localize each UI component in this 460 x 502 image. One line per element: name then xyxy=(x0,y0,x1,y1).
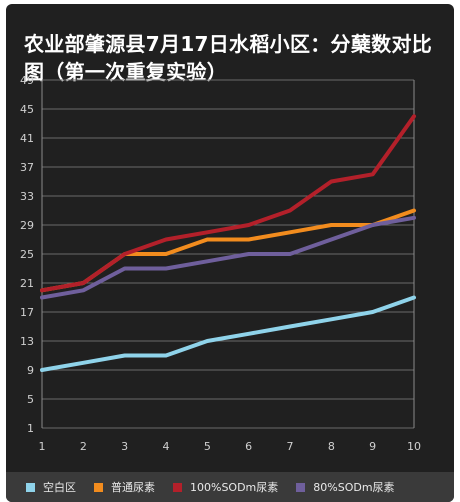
x-tick-label: 5 xyxy=(204,440,211,453)
x-tick-label: 4 xyxy=(163,440,170,453)
series-line-3 xyxy=(40,114,416,293)
legend-item-2: 普通尿素 xyxy=(94,479,155,495)
y-tick-label: 1 xyxy=(27,422,34,435)
legend-label: 空白区 xyxy=(43,481,76,494)
y-tick-label: 5 xyxy=(27,393,34,406)
grid-lines xyxy=(41,79,415,429)
y-tick-label: 45 xyxy=(20,103,34,116)
legend-swatch xyxy=(296,482,306,492)
x-tick-label: 3 xyxy=(121,440,128,453)
legend-swatch xyxy=(173,482,182,492)
y-axis-ticks: 1 5 9 13 17 21 25 29 33 37 41 45 49 xyxy=(20,74,34,435)
y-tick-label: 17 xyxy=(20,306,34,319)
x-axis-ticks: 1 2 3 4 5 6 7 8 9 10 xyxy=(39,440,422,453)
legend-item-1: 空白区 xyxy=(26,479,76,495)
x-tick-label: 1 xyxy=(39,440,46,453)
x-tick-label: 6 xyxy=(245,440,252,453)
series-line-1 xyxy=(40,295,416,372)
y-tick-label: 49 xyxy=(20,74,34,87)
legend-item-3: 100%SODm尿素 xyxy=(173,479,278,495)
chart-title: 农业部肇源县7月17日水稻小区：分蘖数对比图（第一次重复实验） xyxy=(24,32,433,84)
series-line-4 xyxy=(40,215,416,300)
x-tick-label: 2 xyxy=(80,440,87,453)
y-tick-label: 33 xyxy=(20,190,34,203)
x-tick-label: 8 xyxy=(328,440,335,453)
legend-label: 普通尿素 xyxy=(111,481,155,494)
y-tick-label: 21 xyxy=(20,277,34,290)
legend: 空白区 普通尿素 100%SODm尿素 80%SODm尿素 xyxy=(6,472,454,502)
series-lines xyxy=(40,114,416,372)
x-tick-label: 9 xyxy=(369,440,376,453)
series-line-2 xyxy=(40,208,416,293)
legend-item-4: 80%SODm尿素 xyxy=(296,479,395,495)
legend-label: 80%SODm尿素 xyxy=(313,481,395,494)
y-tick-label: 9 xyxy=(27,364,34,377)
y-tick-label: 37 xyxy=(20,161,34,174)
y-tick-label: 41 xyxy=(20,132,34,145)
y-tick-label: 29 xyxy=(20,219,34,232)
legend-label: 100%SODm尿素 xyxy=(190,481,279,494)
chart-panel: 农业部肇源县7月17日水稻小区：分蘖数对比图（第一次重复实验） 1 5 9 13 17 2… xyxy=(6,4,454,502)
legend-swatch xyxy=(94,482,103,492)
y-tick-label: 25 xyxy=(20,248,34,261)
legend-swatch xyxy=(26,482,35,492)
x-tick-label: 7 xyxy=(287,440,294,453)
x-tick-label: 10 xyxy=(407,440,421,453)
y-tick-label: 13 xyxy=(20,335,34,348)
